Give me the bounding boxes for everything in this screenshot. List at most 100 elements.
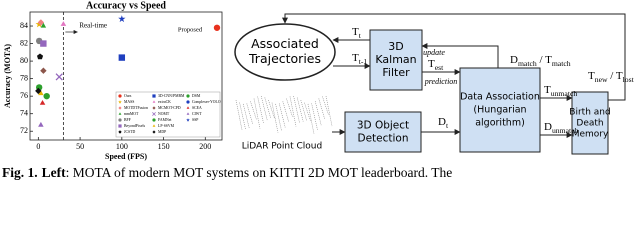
point (38, 90, 44, 96)
legend-label: BeyondPixels (124, 124, 146, 128)
legend-marker (118, 106, 122, 110)
caption-part: Left (42, 165, 66, 180)
y-tick-label: 72 (20, 126, 28, 135)
annotation: Proposed (178, 26, 203, 33)
edge-label-part: unmatch (552, 126, 579, 135)
legend-box (115, 91, 221, 138)
legend-label: MOTDTFusion (124, 106, 148, 110)
point (40, 22, 47, 28)
point (40, 40, 47, 47)
y-tick-label: 78 (20, 73, 28, 82)
legend-marker (152, 94, 156, 98)
edge-label-part: t (359, 31, 362, 40)
memory-label: Birth and (569, 108, 610, 118)
edge-label-part: T (588, 70, 595, 82)
association-node (459, 67, 541, 153)
arrow (282, 13, 626, 101)
update-label: update (423, 48, 445, 57)
legend-marker (186, 112, 190, 115)
legend-label: MCMOT-CPD (158, 106, 181, 110)
x-axis-label: Speed (FPS) (105, 152, 147, 161)
legend-label: 3D-CNN/PMBM (158, 94, 185, 98)
legend-label: Complexer-YOLO (192, 100, 221, 104)
point-cloud-image (235, 95, 333, 135)
edge-label-part: T (544, 84, 551, 96)
scan-line (307, 103, 315, 135)
point (35, 87, 42, 95)
legend-label: CIWT (192, 112, 202, 116)
scan-line (293, 96, 300, 124)
edge-label: Dmatch / Tmatch (510, 54, 571, 69)
scan-line (271, 102, 279, 133)
point (118, 15, 126, 23)
association-label: Data Association (460, 92, 540, 103)
legend-label: mmMOT (124, 112, 139, 116)
scan-line (239, 102, 246, 130)
edge-label-part: / T (537, 54, 552, 66)
legend-label: MDP (158, 130, 166, 134)
legend-marker (186, 100, 190, 104)
legend-marker (118, 124, 122, 128)
scan-line (311, 103, 318, 131)
legend-marker (152, 118, 156, 122)
legend-marker (118, 94, 122, 98)
scan-line (304, 102, 311, 121)
scan-line (235, 99, 243, 131)
caption-part: : MOTA of modern MOT systems on KITTI 2D… (66, 165, 453, 180)
association-label: (Hungarian (473, 105, 526, 116)
legend-label: NOMT (158, 112, 170, 116)
scan-line (278, 103, 286, 128)
scan-line (322, 96, 329, 115)
scan-line (250, 101, 257, 120)
caption: Fig. 1. Left: MOTA of modern MOT systems … (2, 165, 452, 180)
trajectories-label: Associated (251, 36, 319, 51)
edge-label-part: / T (608, 70, 623, 82)
scan-line (300, 100, 308, 122)
caption-part: Fig. 1. (2, 165, 38, 180)
edge-label: Tt-1 (352, 52, 367, 67)
scan-line (260, 95, 268, 121)
legend-label: extraCK (158, 100, 171, 104)
legend-marker (186, 106, 190, 109)
legend-marker (152, 112, 156, 116)
prediction-label: prediction (424, 77, 458, 86)
kalman-label: Filter (382, 66, 410, 79)
point (60, 21, 67, 26)
scan-line (289, 96, 297, 127)
scan-line (296, 97, 304, 122)
scan-line (314, 101, 322, 126)
detection-node (344, 111, 422, 153)
legend-marker (186, 118, 190, 122)
legend-label: FAMNet (158, 118, 172, 122)
edge-label-part: est (435, 63, 444, 72)
memory-label: Memory (572, 130, 609, 140)
legend-label: LP-SSVM (158, 124, 175, 128)
x-tick-label: 200 (199, 142, 211, 151)
scan-line (275, 103, 282, 132)
memory-label: Death (576, 119, 603, 129)
point (37, 53, 44, 60)
edge-label-part: new (595, 75, 608, 84)
trajectories-label: Trajectories (248, 51, 321, 66)
legend-marker (118, 100, 122, 104)
y-tick-label: 76 (20, 91, 28, 100)
legend-marker (152, 100, 156, 103)
legend-marker (118, 130, 122, 134)
point (37, 19, 45, 26)
y-tick-label: 82 (20, 38, 28, 47)
point (40, 67, 47, 74)
x-tick-label: 150 (158, 142, 170, 151)
legend-label: SCEA (192, 106, 202, 110)
edge-label-part: T (352, 52, 359, 64)
edge-label-part: T (428, 58, 435, 70)
point (39, 100, 46, 105)
edge-label-part: D (510, 54, 518, 66)
scan-line (282, 101, 290, 123)
detection-label: Detection (357, 133, 408, 145)
point (43, 92, 50, 100)
kalman-label: 3D (388, 40, 403, 53)
edge-label-part: t-1 (359, 57, 368, 66)
scatter-chart: Accuracy vs Speed 72 74 76 78 80 82 84 0 50 100 150… (3, 0, 223, 161)
legend-marker (152, 130, 156, 134)
legend-marker (152, 106, 156, 110)
